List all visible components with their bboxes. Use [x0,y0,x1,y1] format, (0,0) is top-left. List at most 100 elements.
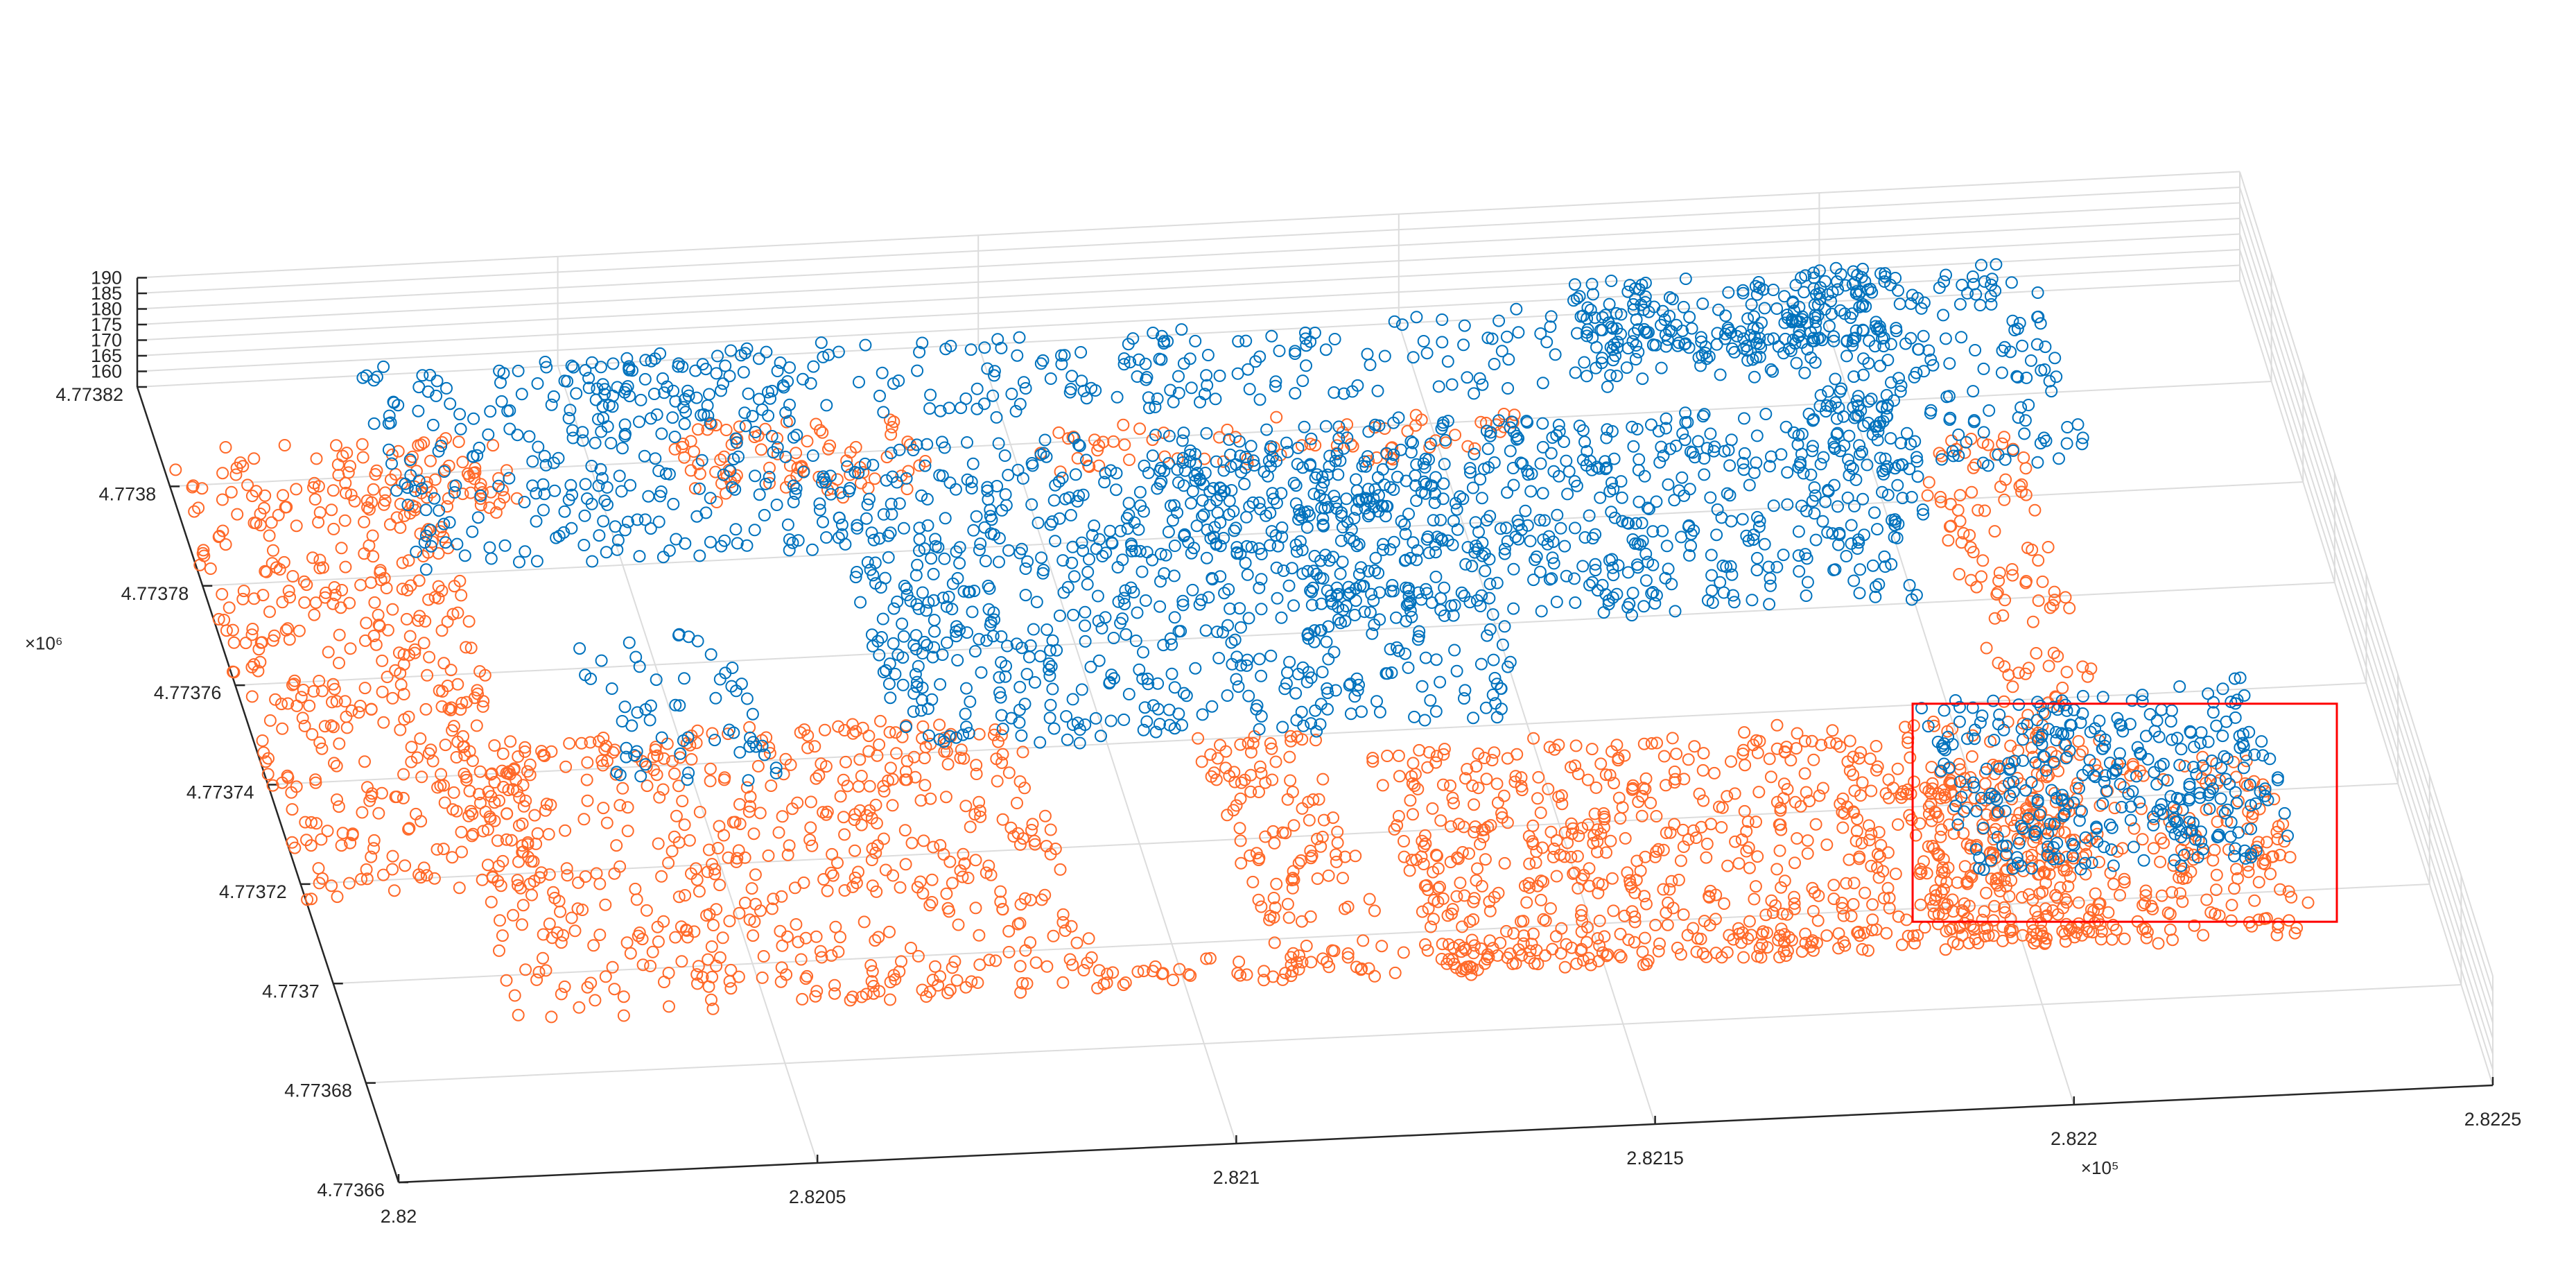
ground-point [545,745,558,758]
ground-point [344,836,357,850]
ground-point [528,874,541,888]
object-point [1081,578,1094,591]
ground-point [862,745,876,758]
ground-point [1625,881,1638,894]
object-point [909,668,922,681]
ground-point [821,884,834,897]
ground-point [815,757,828,770]
object-point [893,497,906,510]
ground-point [1426,802,1439,815]
ground-point [300,578,313,592]
ground-point [1554,848,1567,861]
ground-point [1856,776,1869,789]
ground-point [1799,927,1812,940]
ground-point [265,516,278,529]
ground-point [1056,916,1070,929]
ground-point [428,473,442,486]
object-point [910,680,923,693]
ground-point [554,905,566,918]
ground-point [1565,817,1578,830]
ground-point [2015,485,2028,499]
ground-point [1436,778,1450,791]
ground-point [485,895,498,908]
ground-point [2066,856,2079,869]
ground-point [401,584,414,596]
ground-point [339,476,352,490]
ground-point [247,517,261,529]
ground-point [596,759,609,772]
ground-point [1235,776,1248,789]
ground-point [563,737,576,750]
ground-point [1234,792,1247,805]
ground-point [331,458,345,471]
ground-point [1549,930,1563,943]
ground-point [1491,949,1504,962]
ground-point [428,872,441,885]
object-point [748,524,761,537]
ground-point [2270,825,2283,838]
ground-point [419,702,433,716]
ground-point [1327,811,1339,825]
ground-point [1013,917,1027,930]
ground-point [327,678,340,691]
ground-point [537,928,550,941]
ground-point [398,713,411,726]
ground-point [335,542,348,555]
ground-point [1674,854,1687,868]
ground-point [705,940,718,953]
ground-point [455,845,468,859]
object-point [503,472,516,485]
object-point [899,721,912,734]
ground-point [252,664,265,678]
ground-point [361,501,374,514]
ground-point [403,507,417,520]
ground-point [455,696,469,709]
ground-point [1028,834,1041,847]
ground-point [1425,920,1437,933]
ground-point [2210,868,2223,881]
ground-point [1807,753,1820,766]
ground-point [1242,736,1255,750]
ground-point [1880,926,1893,940]
ground-point [1626,782,1639,795]
ground-point [434,525,447,538]
ground-point [1314,840,1328,853]
object-point [790,482,803,495]
ground-point [708,868,722,881]
ground-point [1047,929,1060,942]
ground-point [543,917,556,931]
ground-point [1235,856,1248,870]
ground-point [971,976,984,989]
ground-point [1770,718,1784,732]
right-wall-grid-line-z [2239,171,2494,976]
ground-point [1287,819,1300,832]
ground-point [925,873,939,886]
ground-point [1914,863,1927,876]
ground-point [917,834,930,847]
ground-point [1958,917,1971,930]
object-point [435,440,448,452]
object-point [993,686,1006,699]
ground-point [1604,834,1617,847]
ground-point [406,499,419,512]
ground-point [1908,775,1921,788]
ground-point [2108,802,2121,815]
ground-point [1296,915,1308,928]
ground-point [691,724,704,737]
ground-point [1929,805,1942,818]
object-point [448,486,461,499]
ground-point [743,800,756,813]
ground-point [1607,904,1620,917]
ground-point [1011,797,1023,809]
ground-point [1195,755,1208,768]
ground-point [394,497,407,510]
object-point [576,434,589,447]
ground-point [519,794,532,807]
ground-point [279,501,292,514]
ground-point [1865,827,1878,840]
object-point [537,503,550,517]
ground-point [1615,951,1628,964]
ground-point [1988,899,2001,913]
ground-point [621,825,634,838]
ground-point [1013,775,1027,788]
